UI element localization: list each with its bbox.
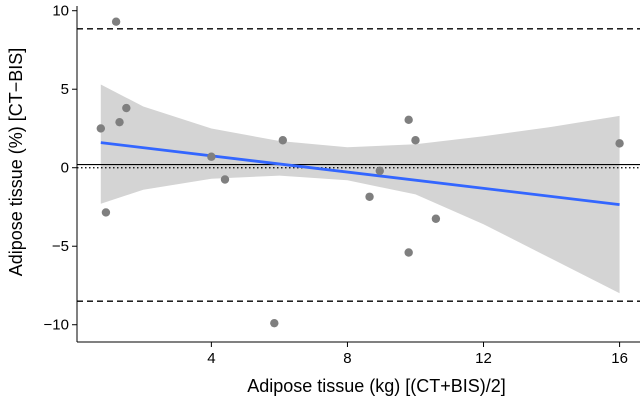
regression-line	[100, 141, 620, 207]
data-point	[365, 192, 374, 201]
data-point	[122, 103, 131, 113]
data-point	[111, 17, 121, 26]
y-axis-title: Adipose tissue (%) [CT−BIS]	[6, 48, 26, 277]
plot-area	[77, 17, 640, 328]
x-tick-label: 4	[207, 350, 215, 367]
confidence-band	[100, 84, 620, 294]
data-point	[96, 124, 106, 133]
y-tick-label: −10	[44, 317, 69, 334]
data-point	[278, 136, 288, 145]
x-tick-label: 8	[343, 350, 351, 367]
data-point	[411, 136, 420, 145]
y-tick-label: 10	[52, 3, 69, 20]
data-point	[615, 139, 624, 148]
y-tick-label: 0	[61, 160, 69, 177]
x-tick-label: 16	[611, 350, 628, 367]
y-tick-label: 5	[61, 81, 69, 98]
x-tick-label: 12	[475, 350, 492, 367]
x-axis-title: Adipose tissue (kg) [(CT+BIS)/2]	[247, 376, 506, 396]
data-point	[404, 115, 413, 125]
data-point	[115, 117, 124, 127]
y-tick-label: −5	[52, 238, 69, 255]
data-point	[404, 248, 413, 257]
data-point	[375, 166, 384, 176]
axes: 4 8 12 16 −10 −5 0 5 10	[44, 3, 640, 367]
data-point	[207, 152, 216, 161]
data-point	[270, 318, 279, 328]
data-point	[431, 214, 441, 223]
data-point	[220, 175, 230, 184]
data-point	[101, 208, 111, 217]
